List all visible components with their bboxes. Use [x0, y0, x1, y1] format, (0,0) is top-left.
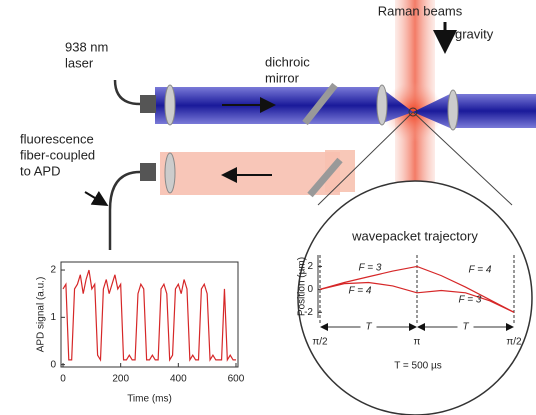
period-label: T: [365, 322, 372, 333]
fiber-label: to APD: [20, 163, 60, 178]
state-label: F = 3: [459, 295, 482, 306]
raman-label: Raman beams: [378, 3, 463, 18]
fiber-label: fluorescence: [20, 131, 94, 146]
y-tick-label: 0: [307, 284, 313, 295]
y-tick-label: 0: [50, 359, 56, 370]
x-tick-label: 600: [228, 374, 245, 385]
x-tick-label: π/2: [312, 337, 328, 348]
state-label: F = 4: [349, 286, 372, 297]
mirror-label: dichroic: [265, 54, 310, 69]
y-tick-label: 1: [50, 312, 56, 323]
inset-title: wavepacket trajectory: [351, 228, 478, 243]
x-tick-label: 0: [60, 374, 66, 385]
x-axis-label: Time (ms): [127, 394, 172, 405]
data-line: [63, 270, 236, 360]
x-tick-label: π/2: [506, 337, 522, 348]
y-tick-label: 2: [307, 261, 313, 272]
period-label: T: [462, 322, 469, 333]
y-tick-label: 2: [50, 265, 56, 276]
gravity-label: gravity: [455, 26, 494, 41]
mirror-label: mirror: [265, 70, 300, 85]
y-axis-label: Position (µm): [297, 257, 308, 316]
fiber-label: fiber-coupled: [20, 147, 95, 162]
x-tick-label: 400: [170, 374, 187, 385]
inset-caption: T = 500 µs: [394, 361, 442, 372]
state-label: F = 4: [469, 265, 492, 276]
figure: 938 nm laser dichroic mirror fluorescenc…: [0, 0, 536, 415]
state-label: F = 3: [359, 263, 382, 274]
optics: [85, 0, 536, 415]
laser-label: laser: [65, 55, 94, 70]
x-tick-label: π: [414, 337, 421, 348]
plot-frame: [61, 262, 238, 367]
y-axis-label: APD signal (a.u.): [36, 277, 47, 353]
laser-label: 938 nm: [65, 39, 108, 54]
x-tick-label: 200: [112, 374, 129, 385]
